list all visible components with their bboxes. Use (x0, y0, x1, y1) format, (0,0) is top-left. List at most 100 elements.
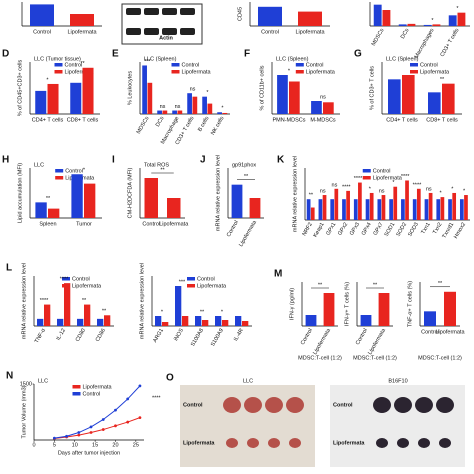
significance: * (288, 68, 291, 74)
x-tick-label: CD86 (95, 328, 107, 343)
bar (277, 75, 288, 114)
legend-swatch (55, 169, 64, 173)
bar (448, 15, 457, 26)
significance: * (456, 6, 459, 12)
significance: ns (175, 104, 181, 110)
photo-title: LLC (243, 378, 253, 384)
significance: * (206, 90, 209, 96)
bar (330, 199, 335, 220)
x-tick-label: 10 (72, 442, 78, 448)
line (54, 385, 141, 439)
x-tick-label: Control (142, 221, 160, 227)
bar (242, 321, 249, 326)
significance: *** (144, 59, 151, 65)
x-tick-label: MDSCs (136, 116, 151, 136)
significance: * (463, 188, 466, 194)
significance: **** (413, 182, 422, 188)
x-tick-label: DCs (155, 116, 166, 128)
significance: **** (342, 184, 351, 190)
legend-label: Lipofermata (83, 384, 113, 390)
panel-label: F (244, 49, 250, 60)
bar (192, 96, 198, 114)
bar (311, 101, 322, 114)
x-tick-label: Lipofermata (312, 327, 332, 356)
significance: **** (60, 277, 69, 283)
bar (457, 12, 466, 26)
bar (310, 207, 315, 220)
y-axis-label: mRNA relative expression level (139, 263, 145, 339)
blot-frame (121, 3, 203, 45)
legend-label: Control (72, 276, 90, 282)
x-tick-label: iNOS (173, 327, 185, 342)
legend-swatch (362, 176, 371, 180)
significance: ns (426, 186, 432, 192)
significance: * (369, 186, 372, 192)
bar (144, 178, 158, 218)
x-tick-label: Txn1 (420, 222, 431, 236)
significance: **** (354, 176, 363, 182)
bar (389, 199, 393, 220)
tumor (265, 397, 283, 413)
significance: **** (152, 395, 161, 401)
panel-title: LLC (Spleen) (386, 56, 419, 62)
x-tick-label: SOD1 (384, 222, 397, 238)
bar (162, 110, 168, 114)
bar (217, 112, 222, 114)
bar (306, 199, 311, 220)
y-axis-label: % Leukocytes (127, 71, 133, 105)
legend-label: Lipofermata (197, 283, 227, 289)
bar (401, 199, 405, 220)
tumor (373, 397, 391, 413)
bar (382, 10, 391, 26)
significance: ** (373, 282, 378, 288)
y-axis-label: CD45 (237, 7, 243, 21)
y-axis-label: TNF-α+ T cells (%) (407, 281, 413, 327)
photo-row-label: Lipofermata (183, 440, 215, 446)
bar (378, 293, 390, 326)
significance: *** (179, 279, 186, 285)
x-tick-label: Control (355, 328, 369, 346)
significance: * (221, 106, 224, 112)
bar (48, 208, 60, 218)
significance: ** (200, 309, 205, 315)
x-tick-label: GPx2 (337, 222, 349, 237)
blot-band (144, 8, 159, 15)
bar (258, 6, 282, 27)
x-axis-label: MDSC:T-cell (1:2) (353, 355, 397, 361)
significance: * (439, 191, 442, 197)
bar (207, 103, 213, 114)
y-axis-label: Lipid accumulation (MFI) (17, 163, 23, 223)
significance: ns (320, 94, 326, 100)
x-tick-label: Control (33, 29, 51, 35)
bar (452, 192, 457, 220)
legend-swatch (410, 63, 418, 67)
bar (365, 199, 370, 220)
significance: **** (40, 298, 49, 304)
blot-band (144, 28, 159, 35)
bar (298, 11, 322, 26)
bar (407, 23, 416, 26)
bar (432, 24, 441, 26)
tumor (376, 438, 388, 448)
bar (84, 304, 91, 326)
bar (398, 24, 407, 26)
significance: ns (160, 104, 166, 110)
legend-swatch (72, 385, 81, 389)
significance: ns (379, 188, 385, 194)
x-tick-label: Hmox2 (453, 222, 467, 240)
point (101, 418, 105, 421)
tumor (247, 438, 259, 448)
bar (318, 199, 323, 220)
x-tick-label: IL-12 (56, 328, 67, 342)
tumor (439, 438, 451, 448)
x-tick-label: Lipofermata (67, 29, 97, 35)
panel-title: LLC (Tumor tissue) (34, 56, 81, 62)
legend-swatch (362, 169, 371, 173)
bar (440, 197, 445, 220)
point (89, 431, 93, 434)
significance: * (431, 18, 434, 24)
bar (64, 283, 71, 326)
blot-band (180, 8, 195, 15)
bar (428, 92, 441, 114)
bar (187, 93, 192, 114)
